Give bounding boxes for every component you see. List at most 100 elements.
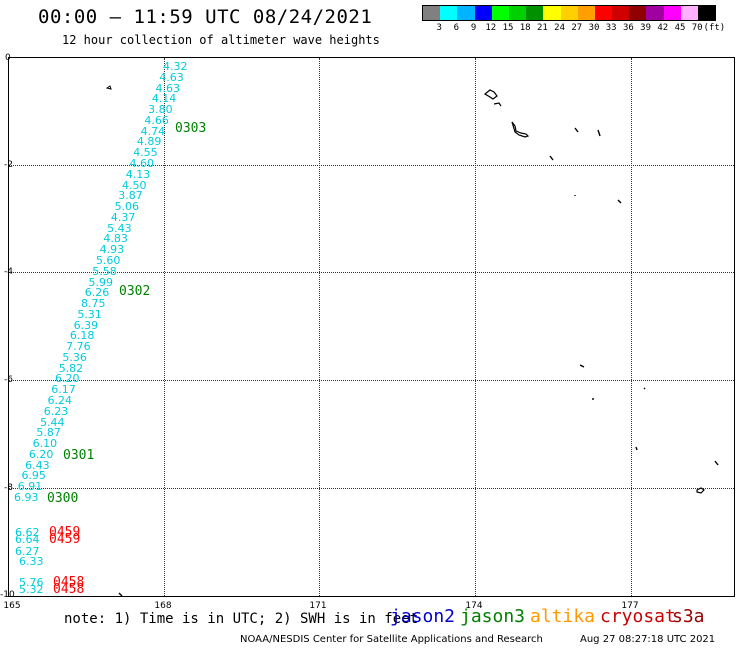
lat-label: -4 (4, 267, 13, 277)
lon-label: 177 (621, 601, 639, 611)
legend-swatch (629, 6, 647, 20)
color-legend: 3 6 9 12 15 18 21 24 27 30 33 36 39 42 45 70 (ft) (422, 5, 725, 35)
swh-observation: 6.10 (32, 437, 58, 451)
swh-observation: 6.23 (43, 404, 69, 418)
legend-swatch (663, 6, 681, 20)
legend-label: 39 (640, 23, 652, 33)
grid-line-lon-171 (319, 58, 320, 596)
legend-label: 3 (436, 23, 442, 33)
map-panel: 4.32 4.63 4.63 4.14 3.80 4.66 4.74 4.89 4.55 4.60… (8, 57, 735, 597)
legend-swatch (594, 6, 613, 20)
legend-label: 45 (674, 23, 686, 33)
grid-line-lat-6 (9, 380, 734, 381)
lat-label: -6 (4, 375, 13, 385)
legend-swatch (457, 6, 475, 20)
time-label-jason3: 0302 (119, 284, 151, 299)
swh-observation: 5.60 (95, 253, 121, 267)
swh-observation: 4.93 (99, 243, 125, 257)
time-label-jason3: 0301 (63, 448, 95, 463)
legend-labels: 3 6 9 12 15 18 21 24 27 30 33 36 39 42 45 70 (ft) (422, 23, 725, 35)
legend-label: 9 (470, 23, 477, 33)
swh-observation: 4.50 (122, 178, 147, 192)
legend-label: 70 (691, 23, 703, 33)
swh-observation: 6.43 (25, 458, 50, 472)
lon-label: 168 (154, 601, 172, 611)
swh-observation: 5.99 (88, 275, 114, 289)
swh-observation: 6.18 (69, 329, 95, 343)
legend-label: 30 (588, 23, 600, 33)
satellite-jason2: jason2 (390, 606, 456, 627)
legend-label: 36 (622, 23, 634, 33)
swh-observation: 6.33 (19, 555, 44, 568)
swh-observation: 4.13 (125, 167, 151, 181)
legend-swatch (474, 6, 492, 20)
swh-observation: 6.20 (54, 372, 80, 386)
swh-observation: 5.44 (40, 415, 65, 429)
legend-swatch (698, 6, 716, 20)
legend-label: 33 (605, 23, 617, 33)
swh-observation: 3.87 (118, 189, 143, 203)
swh-observation: 5.06 (114, 200, 140, 214)
swh-observation: 8.75 (81, 297, 106, 311)
grid-line-lon-174 (475, 58, 476, 596)
footer-note: note: 1) Time is in UTC; 2) SWH is in fe… (64, 611, 419, 627)
satellite-s3a: s3a (672, 606, 705, 627)
grid-line-lat-2 (9, 165, 734, 166)
credit-text: NOAA/NESDIS Center for Satellite Applica… (240, 634, 543, 645)
swh-observation: 5.32 (19, 583, 44, 596)
swh-observation: 4.37 (110, 210, 136, 224)
swh-observation: 5.58 (92, 264, 117, 278)
time-label-jason3: 0303 (175, 121, 207, 136)
swh-observation: 6.93 (14, 491, 39, 504)
swh-observation: 4.74 (140, 124, 166, 138)
time-label-cryosat: 0459 (49, 532, 81, 547)
satellite-jason3: jason3 (460, 606, 526, 627)
swh-observation: 4.83 (103, 232, 128, 246)
swh-observation: 3.80 (148, 103, 173, 117)
grid-line-lat-4 (9, 272, 734, 273)
legend-label: (ft) (703, 23, 726, 33)
satellite-cryosat: cryosat (600, 606, 676, 627)
legend-label: 15 (502, 23, 514, 33)
grid-line-lat-8 (9, 488, 734, 489)
legend-swatch (508, 6, 527, 20)
swh-observation: 4.66 (144, 113, 169, 127)
swh-observation: 6.91 (17, 480, 43, 494)
swh-observation: 4.60 (129, 156, 154, 170)
swh-observation: 5.82 (58, 361, 84, 375)
swh-observation: 4.89 (136, 135, 162, 149)
legend-swatch (612, 6, 630, 20)
swh-observation: 4.63 (159, 70, 184, 84)
legend-label: 21 (536, 23, 548, 33)
swh-observation: 6.24 (47, 394, 73, 408)
swh-observation: 5.43 (107, 221, 132, 235)
legend-swatch (440, 6, 458, 20)
swh-observation: 6.27 (15, 545, 40, 558)
page-subtitle: 12 hour collection of altimeter wave hei… (62, 33, 380, 47)
swh-observation: 5.36 (62, 350, 87, 364)
page-title: 00:00 — 11:59 UTC 08/24/2021 (38, 6, 373, 28)
swh-observation: 4.63 (155, 81, 181, 95)
swh-observation: 5.76 (19, 576, 44, 589)
swh-observation: 5.87 (36, 426, 61, 440)
swh-observation: 6.26 (84, 286, 110, 300)
legend-color-bar (422, 5, 717, 21)
lat-label: -2 (4, 160, 13, 170)
time-label-jason3: 0300 (47, 491, 79, 506)
legend-label: 27 (571, 23, 583, 33)
swh-observation: 6.95 (21, 469, 46, 483)
swh-observation: 7.76 (66, 340, 91, 354)
legend-swatch (423, 6, 441, 20)
legend-swatch (526, 6, 544, 20)
grid-line-lon-177 (631, 58, 632, 596)
time-label-cryosat: 0458 (53, 575, 85, 590)
legend-swatch (560, 6, 578, 20)
lat-label: 0 (5, 53, 11, 63)
legend-swatch (491, 6, 509, 20)
lon-label: 174 (465, 601, 483, 611)
generated-timestamp: Aug 27 08:27:18 UTC 2021 (580, 634, 716, 645)
legend-swatch (543, 6, 561, 20)
grid-line-lon-168 (164, 58, 165, 596)
legend-swatch (646, 6, 664, 20)
island-outlines (105, 85, 719, 596)
